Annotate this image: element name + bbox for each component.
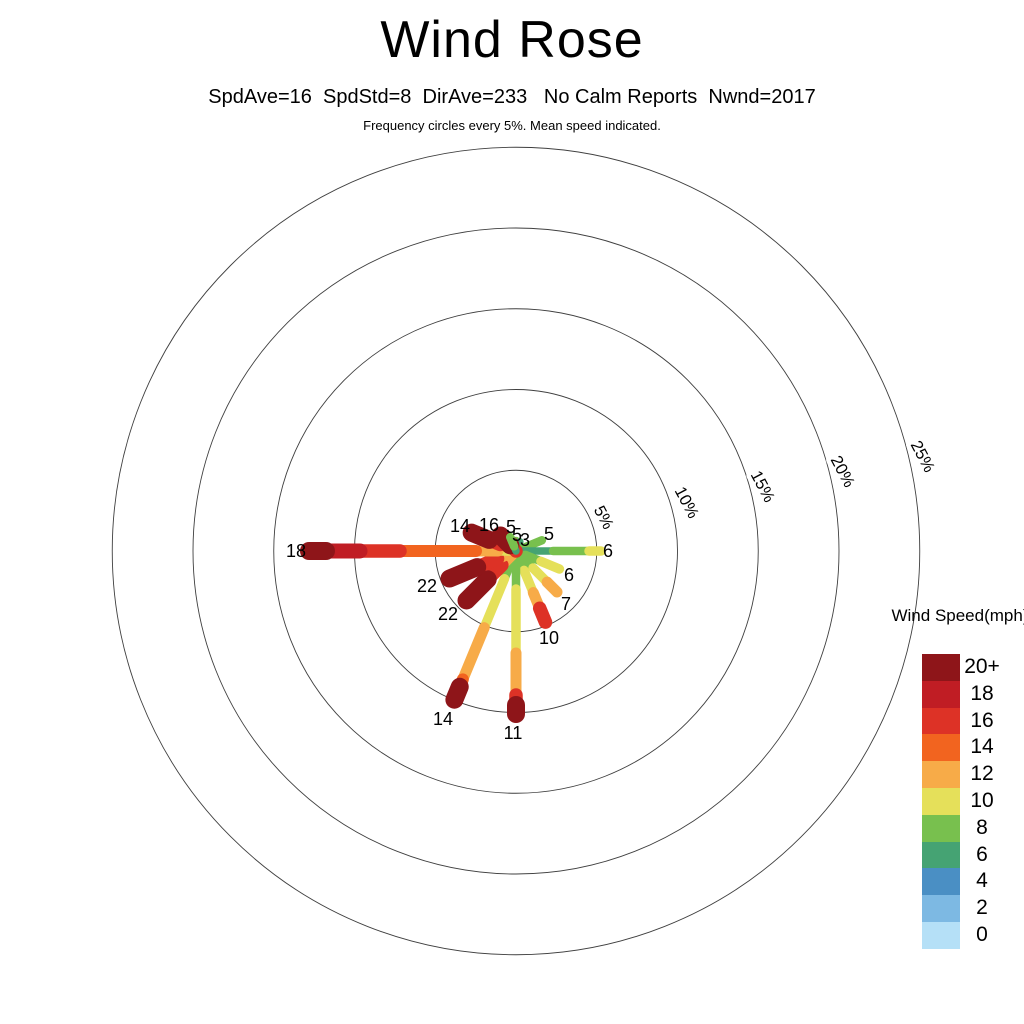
legend-entry: 12	[922, 761, 1004, 788]
mean-speed-label-ssw: 14	[433, 709, 453, 729]
mean-speed-label-se: 7	[561, 594, 571, 614]
legend-label: 2	[976, 896, 988, 920]
legend-swatch	[922, 841, 960, 869]
mean-speed-label-sw: 22	[438, 604, 458, 624]
legend-label: 18	[970, 681, 994, 705]
legend-entry: 14	[922, 734, 1004, 762]
spoke-segment-sw	[457, 570, 497, 610]
legend-swatch	[922, 787, 960, 815]
mean-speed-label-e: 6	[603, 541, 613, 561]
mean-speed-label-sse: 10	[539, 628, 559, 648]
spoke-segment-wnw	[462, 523, 499, 549]
legend-label: 10	[970, 788, 994, 812]
ring-percent-label: 20%	[827, 453, 859, 491]
spoke-segment-wsw	[440, 558, 487, 588]
mean-speed-label-wsw: 22	[417, 576, 437, 596]
ring-percent-label: 5%	[590, 503, 617, 533]
mean-speed-label-ene: 5	[544, 524, 554, 544]
frequency-caption: Frequency circles every 5%. Mean speed i…	[363, 118, 661, 133]
frequency-ring	[111, 146, 921, 956]
spoke-segment-ssw	[479, 573, 510, 633]
legend-swatch	[922, 921, 960, 949]
legend-label: 20+	[964, 655, 1000, 678]
legend-label: 12	[970, 762, 994, 786]
legend-swatch	[922, 734, 960, 762]
spoke-segment-sse	[532, 601, 553, 629]
legend-entry: 0	[922, 921, 1004, 949]
spoke-segment-nnw	[506, 532, 519, 551]
legend-swatch	[922, 895, 960, 922]
legend-label: 6	[976, 842, 988, 866]
legend-swatch	[922, 654, 960, 681]
legend-label: 14	[970, 735, 994, 759]
stats-subtitle: SpdAve=16 SpdStd=8 DirAve=233 No Calm Re…	[208, 86, 816, 108]
legend-swatch	[922, 868, 960, 896]
mean-speed-label-w: 18	[286, 541, 306, 561]
legend-swatch	[922, 707, 960, 735]
mean-speed-label-nnw: 5	[506, 517, 516, 537]
page-title: Wind Rose	[380, 11, 644, 69]
frequency-ring	[192, 227, 840, 875]
legend-label: 8	[976, 815, 988, 839]
wind-speed-legend: 20+ 18 16 14 12 10 8 6 4 2 0	[922, 654, 1004, 949]
legend-entry: 6	[922, 841, 1004, 869]
legend-swatch	[922, 680, 960, 708]
ring-percent-label: 10%	[671, 484, 703, 522]
frequency-ring	[273, 308, 759, 794]
mean-speed-label-n: 5	[512, 525, 522, 545]
legend-entry: 4	[922, 868, 1004, 896]
legend-entry: 18	[922, 680, 1004, 708]
legend-swatch	[922, 761, 960, 788]
legend-entry: 16	[922, 707, 1004, 735]
spoke-segment-ssw	[445, 677, 469, 709]
legend-entry: 10	[922, 787, 1004, 815]
legend-label: 4	[976, 869, 988, 893]
legend-entry: 8	[922, 814, 1004, 842]
legend-title: Wind Speed(mph)	[891, 606, 1024, 625]
spoke-segment-ese	[536, 556, 565, 574]
mean-speed-label-wnw: 14	[450, 516, 470, 536]
spoke-segment-se	[541, 576, 563, 598]
mean-speed-label-s: 11	[504, 723, 523, 743]
legend-label: 0	[976, 922, 988, 946]
legend-entry: 2	[922, 895, 1004, 922]
mean-speed-label-nw: 16	[479, 515, 499, 535]
mean-speed-label-ese: 6	[564, 565, 574, 585]
spoke-segment-ssw	[457, 622, 490, 685]
legend-swatch	[922, 814, 960, 842]
legend-label: 16	[970, 708, 994, 732]
mean-speed-label-nne: 3	[520, 530, 530, 550]
ring-percent-label: 15%	[747, 468, 779, 506]
legend-entry: 20+	[922, 654, 1004, 681]
